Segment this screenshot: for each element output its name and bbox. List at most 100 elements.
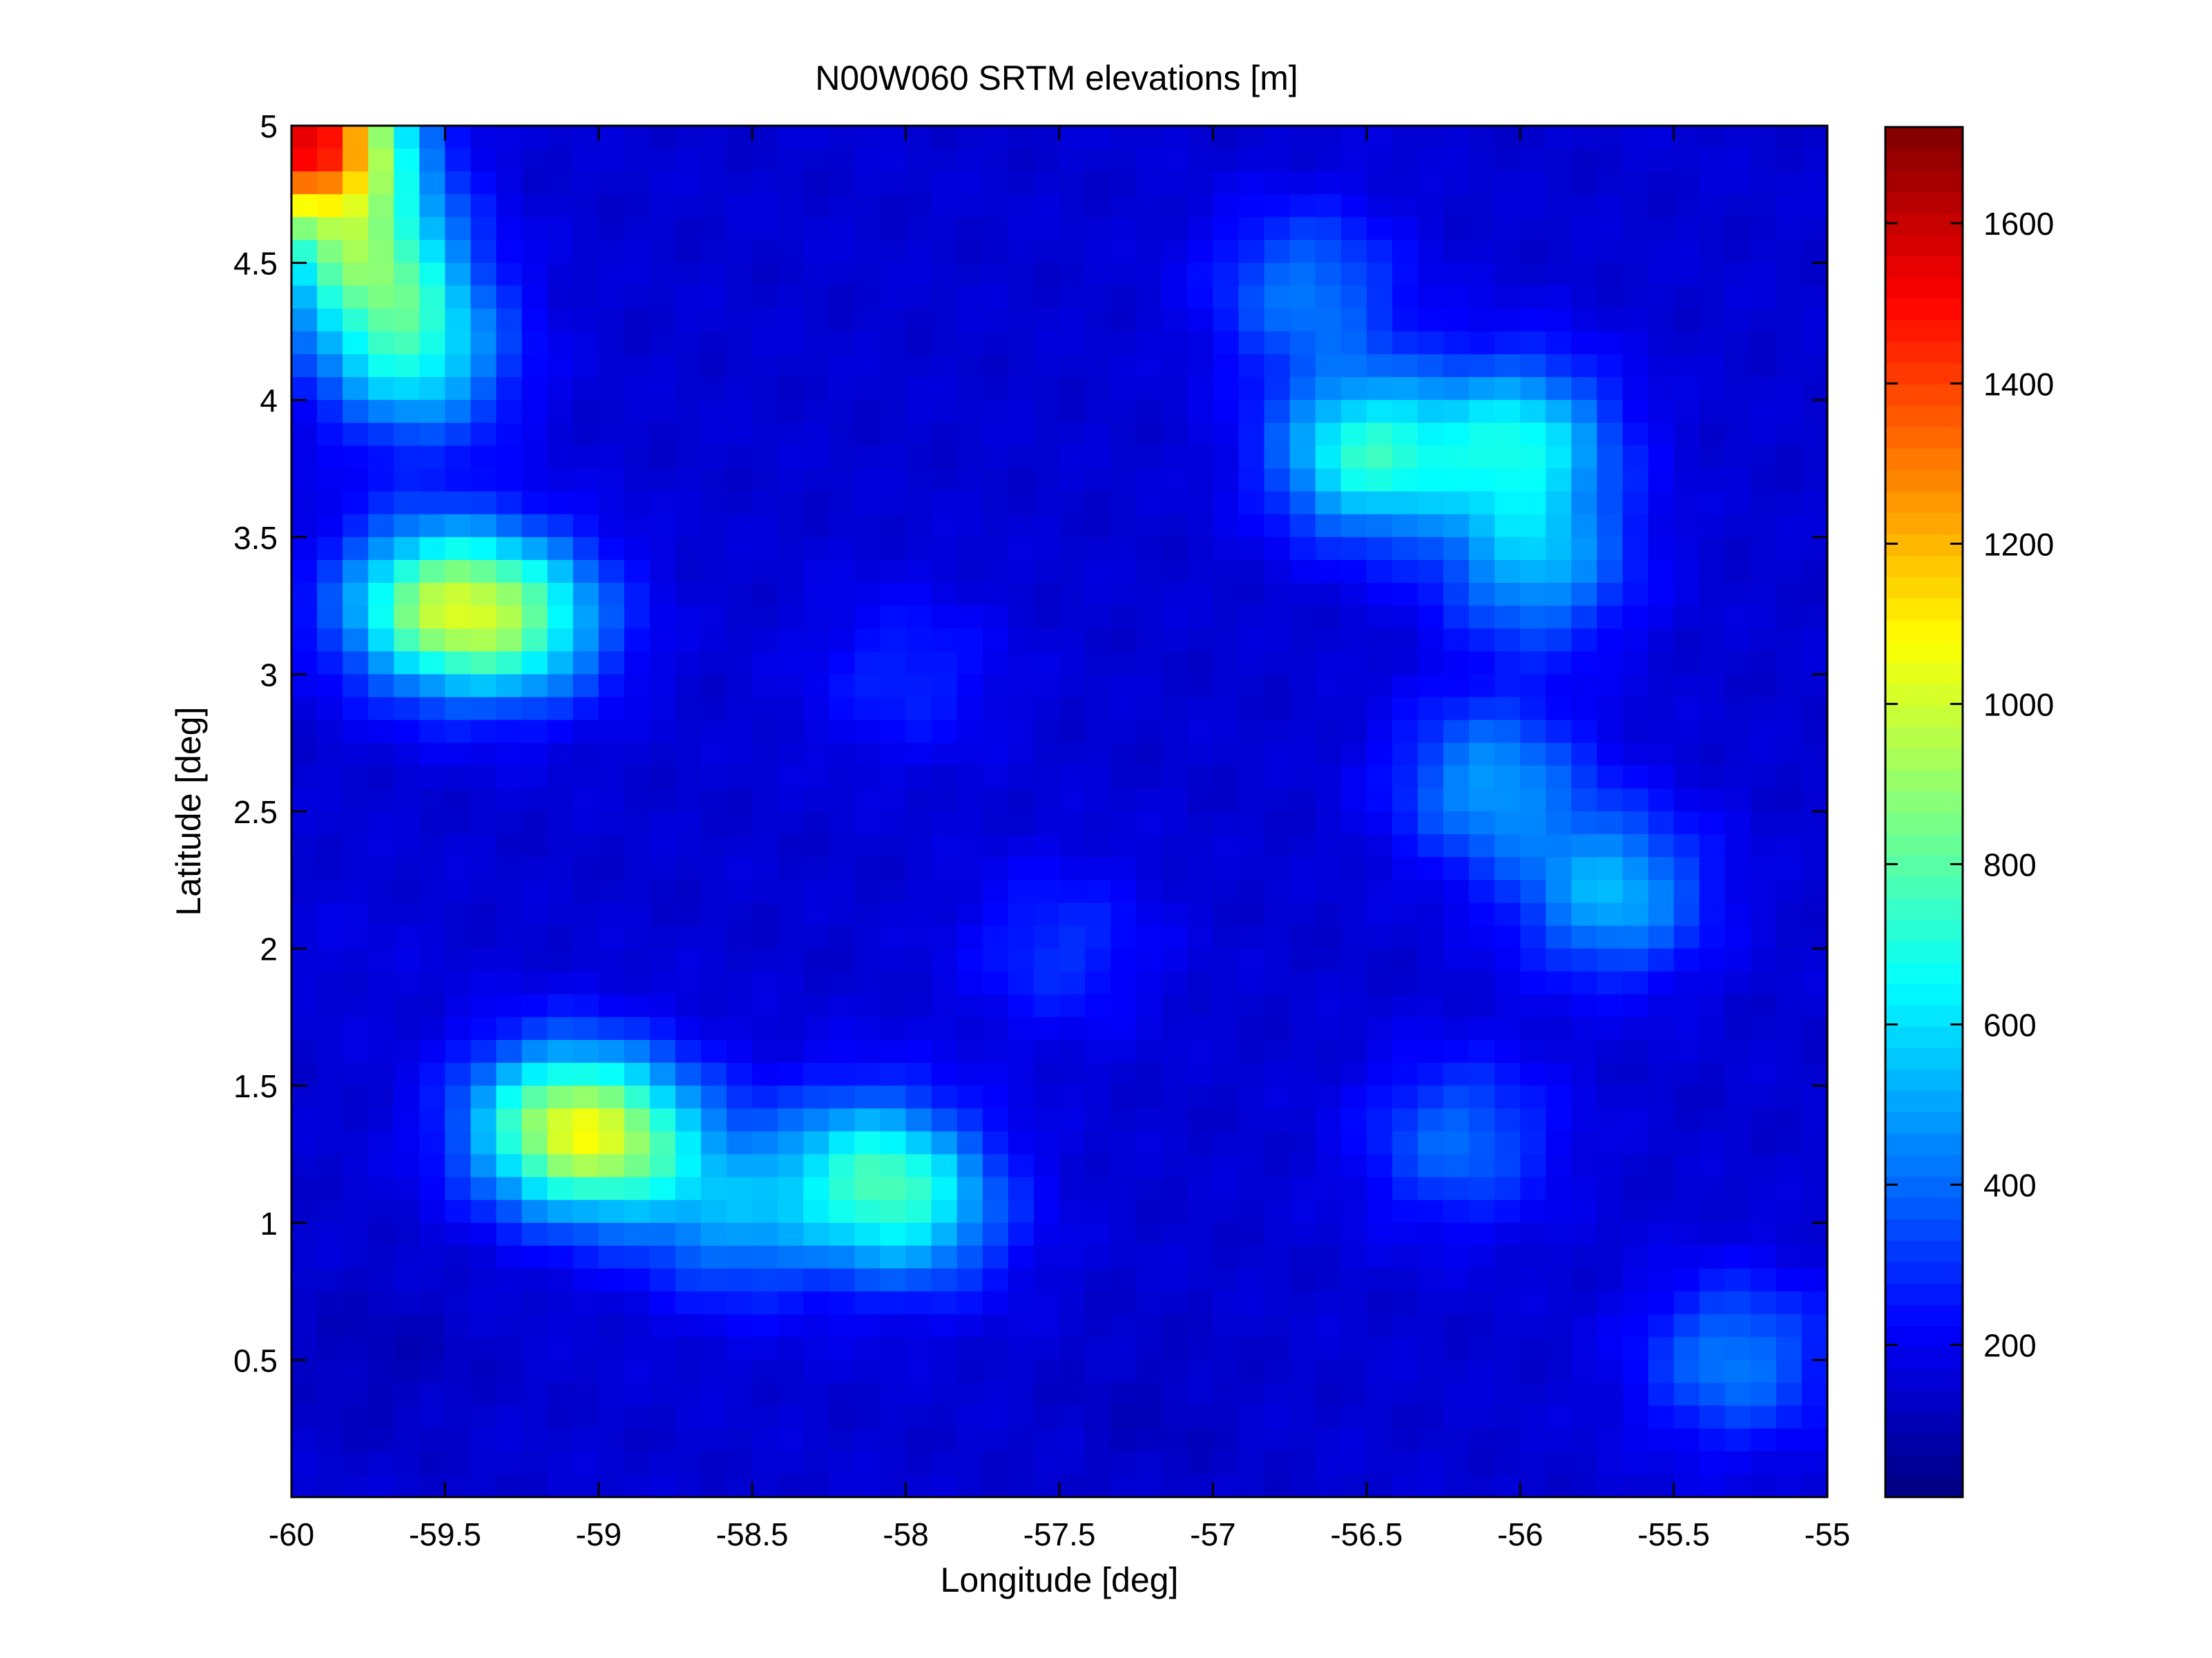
heatmap-cell [1699, 559, 1726, 584]
heatmap-cell [1315, 720, 1342, 744]
heatmap-cell [1673, 1245, 1700, 1269]
heatmap-cell [1546, 126, 1573, 149]
heatmap-cell [675, 331, 702, 355]
heatmap-cell [1571, 445, 1598, 470]
heatmap-cell [1187, 834, 1214, 858]
heatmap-cell [982, 1199, 1009, 1224]
heatmap-cell [1162, 1405, 1189, 1429]
heatmap-cell [445, 788, 472, 812]
heatmap-cell [1520, 1428, 1547, 1452]
heatmap-cell [1213, 331, 1240, 355]
heatmap-cell [829, 262, 856, 287]
heatmap-cell [1110, 537, 1137, 561]
heatmap-cell [1622, 240, 1649, 264]
heatmap-cell [496, 1086, 523, 1110]
heatmap-cell [496, 194, 523, 218]
heatmap-cell [803, 1428, 830, 1452]
heatmap-cell [1443, 1040, 1470, 1063]
heatmap-cell [931, 285, 958, 309]
heatmap-cell [1366, 445, 1393, 470]
heatmap-cell [1622, 217, 1649, 241]
heatmap-cell [1546, 377, 1573, 401]
heatmap-cell [1776, 857, 1802, 881]
colorbar-step [1885, 448, 1963, 470]
heatmap-cell [1264, 1337, 1291, 1361]
heatmap-cell [752, 148, 779, 172]
heatmap-cell [1264, 1177, 1291, 1201]
heatmap-cell [803, 857, 830, 881]
heatmap-cell [368, 1016, 395, 1041]
heatmap-cell [1597, 1474, 1624, 1497]
heatmap-cell [573, 1108, 599, 1132]
colorbar-step [1885, 1069, 1963, 1091]
heatmap-cell [649, 126, 676, 149]
heatmap-cell [1546, 1451, 1573, 1475]
heatmap-cell [1033, 742, 1060, 767]
heatmap-cell [803, 765, 830, 789]
heatmap-cell [1340, 1474, 1367, 1497]
heatmap-cell [343, 1291, 369, 1315]
heatmap-cell [1187, 1063, 1214, 1086]
heatmap-cell [675, 1040, 702, 1063]
heatmap-cell [1264, 1108, 1291, 1132]
colorbar-step [1885, 577, 1963, 599]
heatmap-cell [496, 1451, 523, 1475]
heatmap-cell [1801, 1291, 1827, 1315]
heatmap-cell [547, 1382, 574, 1407]
heatmap-cell [956, 971, 983, 995]
heatmap-cell [931, 606, 958, 629]
heatmap-cell [598, 994, 625, 1018]
heatmap-cell [1597, 1199, 1624, 1224]
heatmap-cell [1366, 788, 1393, 812]
heatmap-cell [1340, 1222, 1367, 1246]
heatmap-cell [317, 308, 343, 332]
heatmap-cell [1085, 285, 1111, 309]
heatmap-cell [675, 1474, 702, 1497]
heatmap-cell [1110, 400, 1137, 424]
heatmap-cell [752, 1337, 779, 1361]
heatmap-cell [1571, 559, 1598, 584]
heatmap-cell [368, 1428, 395, 1452]
heatmap-cell [445, 674, 472, 698]
heatmap-cell [778, 126, 805, 149]
heatmap-cell [1033, 674, 1060, 698]
heatmap-cell [624, 559, 651, 584]
heatmap-cell [701, 514, 727, 538]
heatmap-cell [649, 1405, 676, 1429]
heatmap-cell [752, 1451, 779, 1475]
heatmap-cell [343, 217, 369, 241]
heatmap-cell [1085, 994, 1111, 1018]
heatmap-cell [675, 1269, 702, 1292]
heatmap-cell [1417, 468, 1444, 492]
heatmap-cell [1340, 994, 1367, 1018]
heatmap-cell [1059, 1337, 1086, 1361]
heatmap-cell [1059, 880, 1086, 904]
heatmap-cell [394, 788, 421, 812]
heatmap-cell [854, 1063, 881, 1086]
heatmap-cell [880, 171, 907, 195]
heatmap-cell [854, 994, 881, 1018]
heatmap-cell [905, 994, 932, 1018]
heatmap-cell [1085, 834, 1111, 858]
heatmap-cell [649, 1382, 676, 1407]
heatmap-cell [701, 903, 727, 927]
heatmap-cell [752, 400, 779, 424]
heatmap-cell [854, 1337, 881, 1361]
heatmap-cell [1162, 126, 1189, 149]
heatmap-cell [445, 331, 472, 355]
heatmap-cell [368, 1199, 395, 1224]
heatmap-cell [445, 834, 472, 858]
heatmap-cell [470, 788, 497, 812]
heatmap-cell [1417, 834, 1444, 858]
heatmap-cell [1520, 583, 1547, 606]
heatmap-cell [1289, 217, 1316, 241]
heatmap-cell [1724, 308, 1751, 332]
heatmap-cell [1136, 674, 1163, 698]
heatmap-cell [1033, 1063, 1060, 1086]
heatmap-cell [1699, 765, 1726, 789]
heatmap-cell [675, 126, 702, 149]
heatmap-cell [419, 559, 446, 584]
heatmap-cell [1136, 720, 1163, 744]
heatmap-cell [1136, 308, 1163, 332]
heatmap-cell [727, 468, 753, 492]
